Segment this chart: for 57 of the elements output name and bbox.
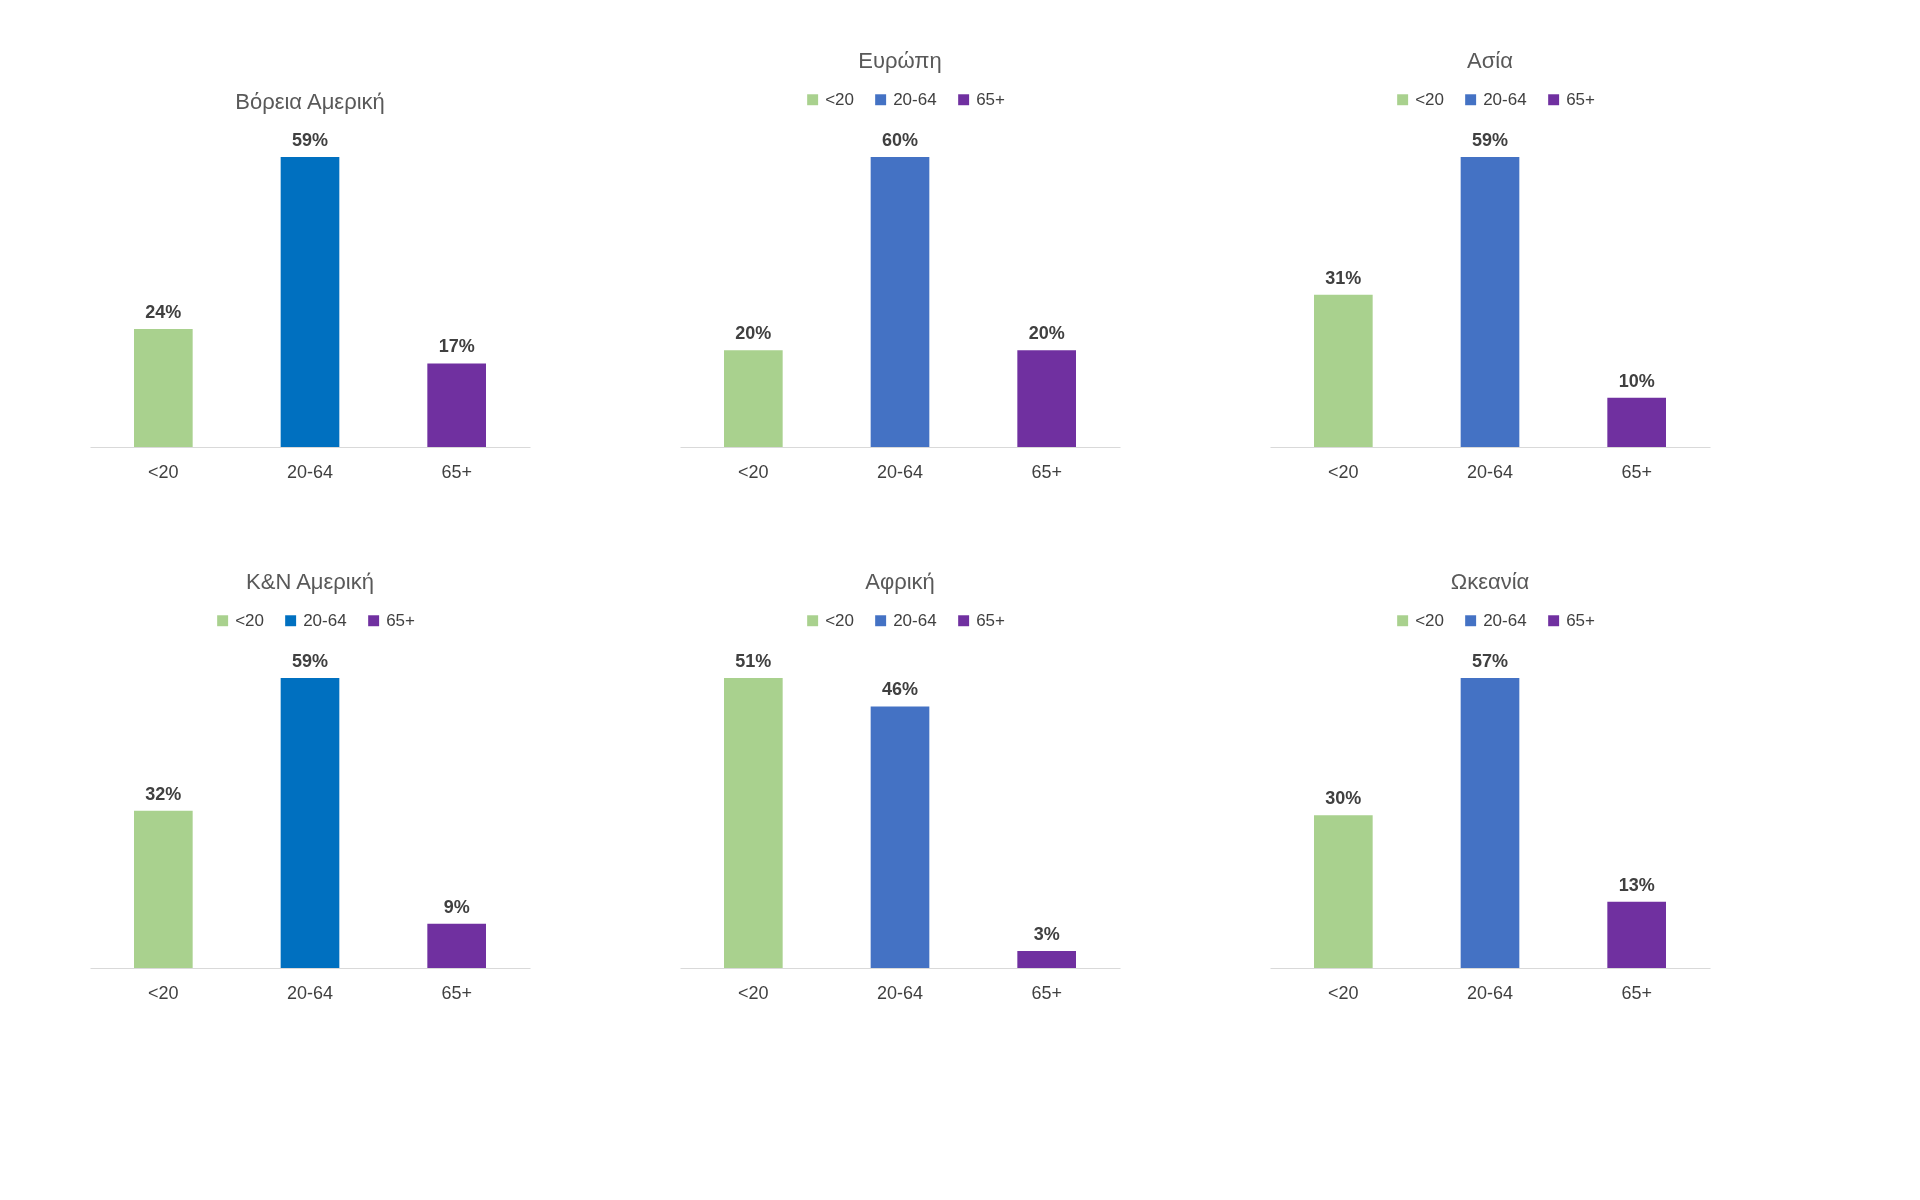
x-tick-label: <20 bbox=[1328, 461, 1359, 482]
legend-label: <20 bbox=[1415, 610, 1444, 630]
x-tick-label: 65+ bbox=[1031, 461, 1062, 482]
data-label: 20% bbox=[735, 323, 772, 344]
data-label: 10% bbox=[1618, 370, 1655, 391]
legend-label: <20 bbox=[825, 89, 854, 109]
x-tick-label: <20 bbox=[738, 461, 769, 482]
chart-title: Ασία bbox=[1467, 48, 1514, 73]
legend-label: <20 bbox=[825, 610, 854, 630]
legend-label: 65+ bbox=[1566, 610, 1596, 630]
data-label: 59% bbox=[1471, 130, 1509, 150]
x-tick-label: 65+ bbox=[1621, 982, 1652, 1003]
x-tick-label: 65+ bbox=[1031, 982, 1062, 1003]
data-label: 3% bbox=[1033, 923, 1060, 944]
x-tick-label: 65+ bbox=[441, 461, 472, 482]
x-tick-label: 20-64 bbox=[1466, 461, 1514, 482]
data-label: 51% bbox=[735, 651, 772, 671]
x-tick-label: 20-64 bbox=[286, 461, 334, 482]
data-label: 31% bbox=[1325, 267, 1362, 288]
legend-label: 65+ bbox=[1566, 89, 1596, 109]
legend-label: 20-64 bbox=[303, 610, 347, 630]
x-tick-label: 20-64 bbox=[1466, 982, 1514, 1003]
legend-label: 65+ bbox=[976, 610, 1006, 630]
data-label: 57% bbox=[1471, 651, 1509, 671]
legend-label: 20-64 bbox=[1483, 89, 1527, 109]
data-label: 13% bbox=[1618, 874, 1655, 895]
legend-label: <20 bbox=[235, 610, 264, 630]
chart-title: Βόρεια Αμερική bbox=[235, 89, 385, 114]
chart-title: Αφρική bbox=[865, 569, 935, 594]
legend-label: 20-64 bbox=[893, 610, 937, 630]
data-label: 46% bbox=[881, 679, 919, 700]
x-tick-label: 65+ bbox=[1621, 461, 1652, 482]
chart-title: Ευρώπη bbox=[858, 48, 942, 73]
data-label: 9% bbox=[443, 896, 470, 917]
x-tick-label: 65+ bbox=[441, 982, 472, 1003]
legend-label: 20-64 bbox=[893, 89, 937, 109]
data-label: 59% bbox=[291, 130, 329, 150]
x-tick-label: <20 bbox=[738, 982, 769, 1003]
x-tick-label: <20 bbox=[148, 461, 179, 482]
x-tick-label: <20 bbox=[1328, 982, 1359, 1003]
x-tick-label: 20-64 bbox=[876, 461, 924, 482]
data-label: 17% bbox=[438, 336, 475, 357]
data-label: 30% bbox=[1325, 788, 1362, 809]
legend-label: 65+ bbox=[386, 610, 416, 630]
legend-label: 65+ bbox=[976, 89, 1006, 109]
legend-label: 20-64 bbox=[1483, 610, 1527, 630]
legend-label: <20 bbox=[1415, 89, 1444, 109]
data-label: 60% bbox=[881, 130, 919, 150]
data-label: 20% bbox=[1028, 323, 1065, 344]
chart-title: Κ&Ν Αμερική bbox=[246, 569, 374, 594]
data-label: 32% bbox=[145, 783, 182, 804]
x-tick-label: 20-64 bbox=[286, 982, 334, 1003]
x-tick-label: <20 bbox=[148, 982, 179, 1003]
chart-title: Ωκεανία bbox=[1450, 569, 1530, 594]
x-tick-label: 20-64 bbox=[876, 982, 924, 1003]
data-label: 24% bbox=[145, 302, 182, 323]
data-label: 59% bbox=[291, 651, 329, 671]
